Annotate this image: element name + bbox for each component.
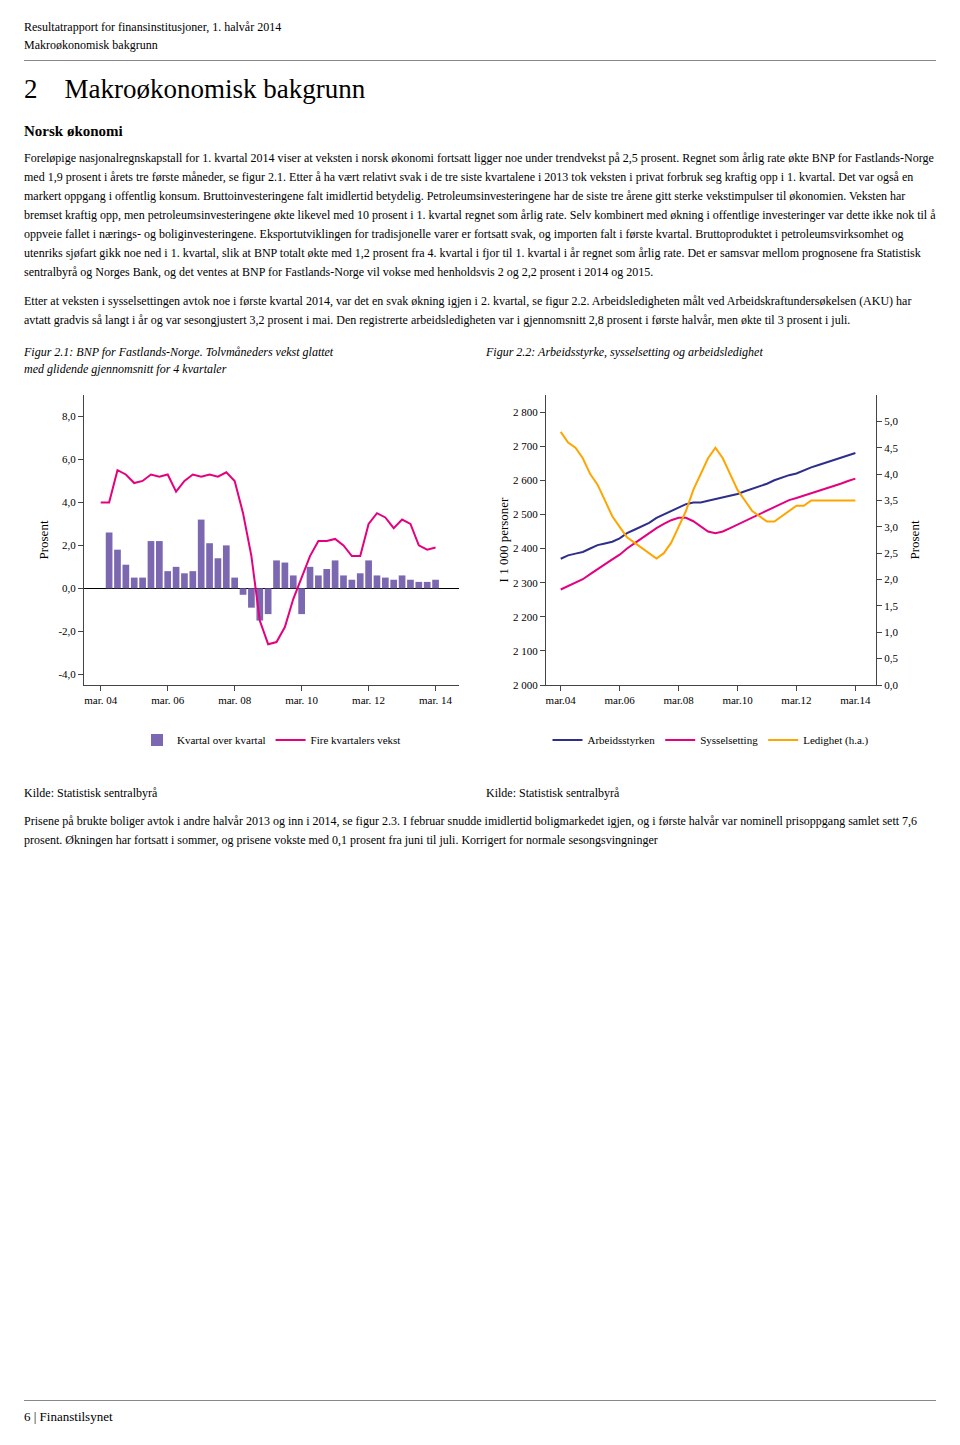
svg-text:mar. 12: mar. 12 <box>352 694 385 706</box>
svg-text:2 800: 2 800 <box>513 406 538 418</box>
svg-text:4,5: 4,5 <box>884 442 898 454</box>
html-text:Kilde: Statistisk sentralbyrå: Kilde: Statistisk sentralbyrå <box>24 786 158 800</box>
svg-text:Sysselsetting: Sysselsetting <box>700 734 758 746</box>
svg-text:1,0: 1,0 <box>884 626 898 638</box>
svg-text:I 1 000 personer: I 1 000 personer <box>496 497 511 583</box>
svg-text:2,0: 2,0 <box>62 539 76 551</box>
svg-text:mar. 08: mar. 08 <box>218 694 251 706</box>
html-text:6 | Finanstilsynet: 6 | Finanstilsynet <box>24 1409 113 1424</box>
html-text:Makroøkonomisk bakgrunn: Makroøkonomisk bakgrunn <box>24 38 158 52</box>
html-text:Kilde: Statistisk sentralbyrå: Kilde: Statistisk sentralbyrå <box>486 786 620 800</box>
svg-text:Prosent: Prosent <box>36 520 51 559</box>
svg-text:mar.06: mar.06 <box>605 694 636 706</box>
svg-text:Arbeidsstyrken: Arbeidsstyrken <box>588 734 656 746</box>
svg-text:2 400: 2 400 <box>513 542 538 554</box>
svg-text:2 500: 2 500 <box>513 508 538 520</box>
html-text:2 Makroøkonomisk bakgrunn: 2 Makroøkonomisk bakgrunn <box>24 74 366 104</box>
svg-text:2,5: 2,5 <box>884 547 898 559</box>
svg-text:Fire kvartalers vekst: Fire kvartalers vekst <box>311 734 401 746</box>
svg-text:2 700: 2 700 <box>513 440 538 452</box>
svg-text:-2,0: -2,0 <box>58 625 76 637</box>
html-text:Figur 2.1: BNP for Fastlands-N: Figur 2.1: BNP for Fastlands-Norge. Tolv… <box>24 345 334 376</box>
svg-text:2 600: 2 600 <box>513 474 538 486</box>
svg-text:2 000: 2 000 <box>513 679 538 691</box>
html-text:Resultatrapport for finansinst: Resultatrapport for finansinstitusjoner,… <box>24 20 282 34</box>
html-text:Norsk økonomi: Norsk økonomi <box>24 123 123 139</box>
svg-text:2 300: 2 300 <box>513 577 538 589</box>
svg-text:1,5: 1,5 <box>884 600 898 612</box>
svg-text:5,0: 5,0 <box>884 415 898 427</box>
svg-text:mar.12: mar.12 <box>781 694 811 706</box>
svg-text:mar. 06: mar. 06 <box>151 694 184 706</box>
svg-text:2,0: 2,0 <box>884 573 898 585</box>
svg-text:4,0: 4,0 <box>62 496 76 508</box>
svg-text:Ledighet (h.a.): Ledighet (h.a.) <box>803 734 868 747</box>
svg-text:Kvartal over kvartal: Kvartal over kvartal <box>177 734 266 746</box>
svg-text:mar. 04: mar. 04 <box>84 694 117 706</box>
svg-text:2 100: 2 100 <box>513 645 538 657</box>
svg-text:mar. 14: mar. 14 <box>419 694 452 706</box>
svg-text:0,0: 0,0 <box>884 679 898 691</box>
svg-text:8,0: 8,0 <box>62 410 76 422</box>
html-text:Figur 2.2: Arbeidsstyrke, syss: Figur 2.2: Arbeidsstyrke, sysselsetting … <box>486 345 763 359</box>
svg-text:4,0: 4,0 <box>884 468 898 480</box>
svg-text:6,0: 6,0 <box>62 453 76 465</box>
svg-text:-4,0: -4,0 <box>58 668 76 680</box>
svg-text:mar.04: mar.04 <box>546 694 577 706</box>
svg-text:mar.14: mar.14 <box>840 694 871 706</box>
svg-text:2 200: 2 200 <box>513 611 538 623</box>
svg-text:0,0: 0,0 <box>62 582 76 594</box>
svg-text:3,0: 3,0 <box>884 521 898 533</box>
svg-text:mar. 10: mar. 10 <box>285 694 318 706</box>
svg-text:mar.10: mar.10 <box>722 694 753 706</box>
svg-text:mar.08: mar.08 <box>663 694 694 706</box>
svg-text:3,5: 3,5 <box>884 494 898 506</box>
svg-text:Prosent: Prosent <box>907 520 922 559</box>
svg-text:0,5: 0,5 <box>884 652 898 664</box>
html-text:Prisene på brukte boliger avto: Prisene på brukte boliger avtok i andre … <box>24 814 918 847</box>
html-text:Foreløpige nasjonalregnskapsta: Foreløpige nasjonalregnskapstall for 1. … <box>24 151 936 279</box>
html-text:Etter at veksten i sysselsetti: Etter at veksten i sysselsettingen avtok… <box>24 294 912 327</box>
